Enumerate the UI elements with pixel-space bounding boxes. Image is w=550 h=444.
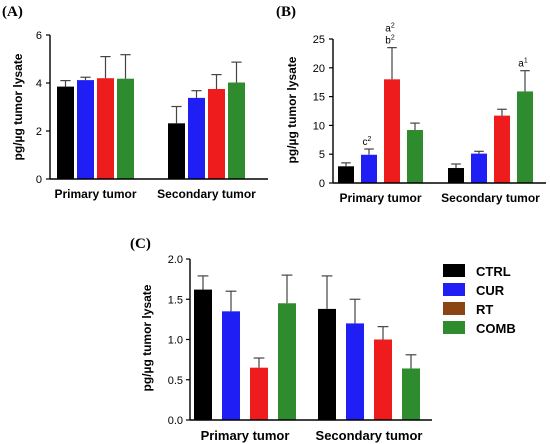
panel-b-bar-rt (494, 115, 510, 183)
panel-b-category-secondary: Secondary tumor (441, 191, 540, 205)
legend-label-comb: COMB (476, 321, 516, 336)
panel-b-bar-cur (471, 153, 487, 183)
legend-swatch-cur (443, 283, 465, 296)
legend-swatch-comb (443, 321, 465, 334)
panel-b-significance-label: a2 (385, 23, 395, 35)
panel-b-category-primary: Primary tumor (339, 191, 421, 205)
panel-a-label: (A) (2, 4, 23, 20)
panel-a-bars (57, 78, 245, 179)
panel-a-yticks: 0 2 4 6 (36, 30, 50, 186)
panel-a-bar-cur (188, 97, 205, 179)
panel-b-ytick-label: 0 (319, 178, 325, 190)
legend-label-rt: RT (476, 302, 493, 317)
panel-c-yticks: 0.0 0.5 1.0 1.5 2.0 (168, 254, 190, 427)
panel-a-bar-rt (208, 89, 225, 179)
panel-a-ytick-label: 0 (36, 174, 42, 186)
panel-c-bar-cur (346, 323, 364, 420)
panel-a-bar-rt (97, 78, 114, 179)
panel-c-ytick-label: 1.5 (168, 294, 183, 306)
panel-c-bars (194, 289, 420, 420)
panel-c-axes (189, 259, 432, 421)
panel-b-errorbars (341, 47, 530, 169)
panel-a-ytick-label: 2 (36, 126, 42, 138)
panel-a-ytick-label: 4 (36, 78, 42, 90)
panel-b-ytick-label: 10 (313, 120, 325, 132)
panel-c-ytick-label: 2.0 (168, 254, 183, 266)
panel-a-bar-comb (228, 82, 245, 179)
panel-c-errorbars (197, 274, 417, 369)
legend: CTRL CUR RT COMB (443, 264, 516, 336)
legend-swatch-rt (443, 302, 465, 315)
panel-a-axes (49, 35, 268, 180)
panel-b-ytick-label: 15 (313, 92, 325, 104)
panel-c-bar-rt (250, 367, 268, 420)
panel-b: (B) pg/µg tumor lysate 0 5 10 15 20 25 c2 a2b2… (276, 4, 546, 205)
panel-b-bar-rt (384, 79, 400, 183)
panel-b-ylabel: pg/µg tumor lysate (285, 56, 299, 163)
panel-c-category-primary: Primary tumor (201, 428, 290, 443)
panel-b-bar-comb (407, 130, 423, 183)
panel-b-bar-ctrl (338, 166, 354, 183)
legend-swatch-ctrl (443, 264, 465, 277)
panel-c-ytick-label: 0.0 (168, 415, 183, 427)
panel-b-ytick-label: 25 (313, 34, 325, 46)
panel-c-bar-comb (278, 303, 296, 420)
panel-c-bar-cur (222, 311, 240, 420)
panel-b-significance-label: c2 (363, 136, 372, 148)
panel-a-ylabel: pg/µg tumor lysate (11, 53, 25, 160)
panel-b-bar-cur (361, 154, 377, 183)
panel-a-category-secondary: Secondary tumor (157, 187, 256, 201)
panel-b-label: (B) (276, 4, 296, 20)
panel-a-bar-cur (77, 80, 94, 179)
panel-c-ytick-label: 1.0 (168, 335, 183, 347)
panel-a-category-primary: Primary tumor (54, 187, 136, 201)
legend-label-cur: CUR (476, 283, 505, 298)
panel-c-bar-ctrl (318, 308, 336, 420)
panel-b-bar-comb (517, 91, 533, 183)
panel-b-significance-label: b2 (385, 35, 395, 47)
panel-a: (A) pg/µg tumor lysate 0 2 4 6 Primary tumo… (2, 4, 268, 201)
panel-c-bar-comb (402, 368, 420, 420)
panel-c-ylabel: pg/µg tumor lysate (140, 284, 154, 391)
panel-b-ytick-label: 20 (313, 63, 325, 75)
panel-a-bar-comb (117, 78, 134, 179)
legend-label-ctrl: CTRL (476, 264, 511, 279)
panel-b-bars (338, 79, 533, 183)
panel-b-axes (332, 39, 546, 184)
panel-c: (C) pg/µg tumor lysate 0.0 0.5 1.0 1.5 2.0 P… (130, 236, 432, 443)
panel-b-ytick-label: 5 (319, 149, 325, 161)
panel-a-errorbars (60, 54, 242, 124)
panel-b-significance-label: a1 (518, 58, 528, 70)
panel-a-bar-ctrl (168, 123, 185, 179)
panel-c-label: (C) (130, 236, 151, 252)
panel-a-bar-ctrl (57, 86, 74, 179)
panel-a-ytick-label: 6 (36, 30, 42, 42)
panel-c-ytick-label: 0.5 (168, 375, 183, 387)
panel-c-bar-rt (374, 339, 392, 420)
panel-b-bar-ctrl (448, 168, 464, 183)
panel-b-yticks: 0 5 10 15 20 25 (313, 34, 333, 190)
panel-c-bar-ctrl (194, 289, 212, 420)
panel-c-category-secondary: Secondary tumor (316, 428, 423, 443)
